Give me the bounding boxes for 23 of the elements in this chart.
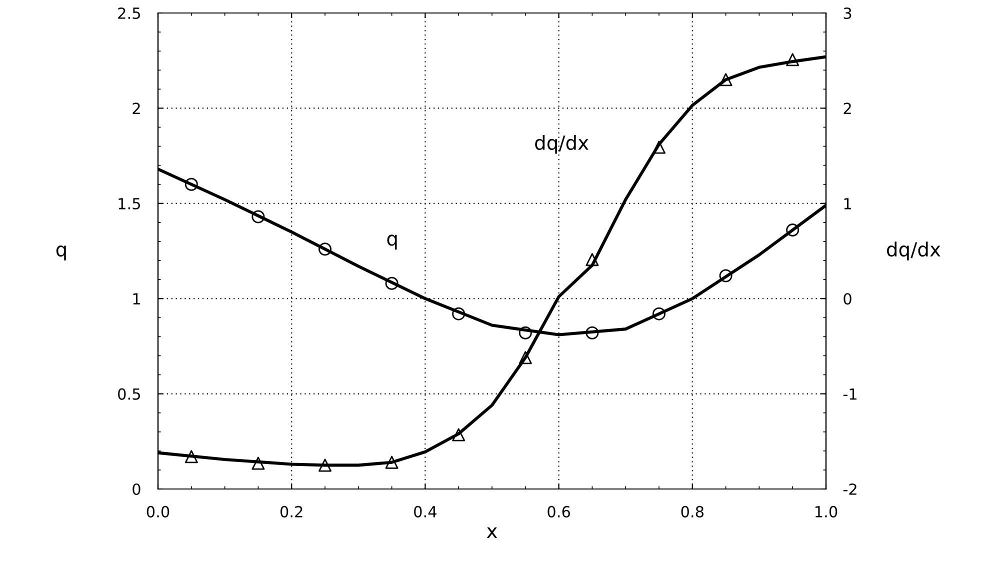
y-tick-label: 2 [132,102,140,114]
x-axis-title: x [486,527,498,538]
x-tick-label: 1.0 [816,506,838,518]
y-axis-title: q [56,245,66,260]
text: dq/dx [535,134,588,154]
y2-tick-label: 1 [844,198,851,210]
y2-tick-label: -1 [843,388,856,400]
x-tick-label: 0.2 [280,506,302,518]
y2-axis-title: dq/dx [886,242,940,260]
y2-tick-label: 2 [844,102,851,114]
y2-tick-label: -2 [843,483,856,495]
y-tick-label: 0.5 [118,388,140,400]
y2-tick-label: 0 [844,293,852,305]
y-tick-label: 2.5 [118,7,140,20]
x-tick-label: 0.8 [681,506,704,518]
y2-tick-label: 3 [844,7,852,20]
y-tick-label: 0 [132,483,140,496]
x-tick-label: 0.4 [414,506,436,518]
x-tick-label: 0.0 [146,506,170,518]
y-tick-label: 1 [133,293,140,304]
series-label: q [387,234,397,250]
y-tick-label: 1.5 [118,198,140,210]
x-tick-label: 0.6 [548,506,570,518]
